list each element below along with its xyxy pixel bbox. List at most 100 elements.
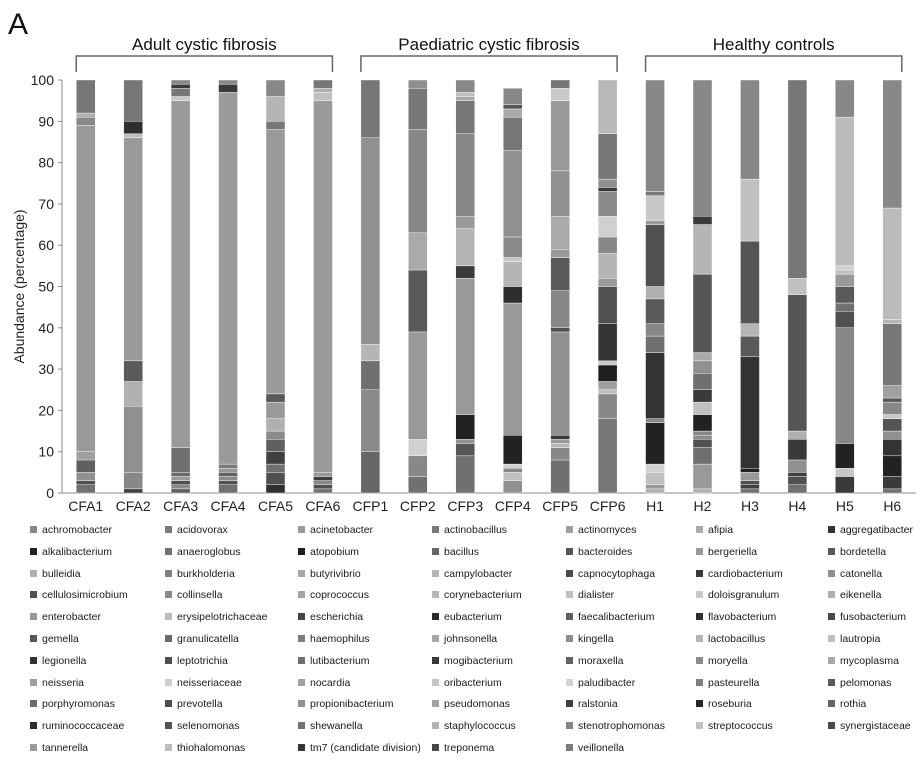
x-tick-label: CFA5 [258, 498, 293, 514]
bar-segment [408, 331, 428, 440]
bar-segment [76, 472, 96, 481]
legend-item: mycoplasma [828, 655, 899, 667]
legend-label: nocardia [310, 676, 351, 689]
legend-item: aggregatibacter [828, 524, 913, 536]
legend-label: mycoplasma [840, 654, 899, 667]
legend-swatch [828, 569, 835, 577]
legend-swatch [165, 722, 172, 730]
bar-segment [170, 96, 191, 101]
legend-item: pseudomonas [432, 698, 510, 710]
bar-segment [740, 178, 760, 242]
legend-label: tannerella [42, 742, 89, 754]
bar-segment [740, 480, 760, 485]
bar-segment [313, 79, 333, 89]
x-tick-label: H1 [646, 498, 664, 514]
legend-label: burkholderia [177, 567, 235, 580]
legend-item: treponema [432, 742, 494, 754]
bar-segment [218, 476, 238, 481]
bar-segment [597, 381, 618, 390]
legend-label: cardiobacterium [708, 567, 783, 580]
bar-segment [503, 286, 523, 304]
bar-segment [597, 79, 618, 134]
bar-segment [882, 488, 902, 494]
legend-item: cardiobacterium [696, 568, 783, 580]
bar-segment [597, 253, 618, 279]
bar-segment [550, 257, 570, 291]
bar-segment [645, 298, 665, 324]
legend-swatch [30, 526, 37, 533]
legend-label: synergistaceae [840, 720, 911, 733]
bar-segment [740, 468, 760, 473]
legend-swatch [696, 700, 703, 708]
legend-label: mogibacterium [444, 654, 513, 667]
bar-segment [597, 187, 618, 192]
bar-segment [265, 96, 286, 122]
legend-item: campylobacter [432, 568, 512, 580]
bar-segment [503, 434, 523, 465]
legend-label: shewanella [310, 720, 363, 733]
legend-label: capnocytophaga [578, 567, 656, 580]
legend-swatch [432, 678, 439, 686]
legend-swatch [566, 526, 573, 533]
legend-item: cellulosimicrobium [30, 589, 128, 601]
bar-segment [882, 397, 902, 403]
bar-segment [692, 216, 713, 225]
x-tick-label: CFA3 [163, 498, 198, 514]
legend-swatch [165, 635, 172, 642]
x-tick-label: H5 [836, 498, 854, 514]
legend-label: afipia [708, 524, 734, 536]
bar-segment [550, 447, 570, 461]
legend-label: acinetobacter [310, 524, 374, 536]
bar-segment [265, 393, 286, 403]
group-label: Paediatric cystic fibrosis [398, 35, 579, 54]
legend-item: shewanella [298, 720, 363, 732]
legend-item: enterobacter [30, 611, 101, 623]
bar-segment [550, 459, 570, 494]
bar-segment [787, 278, 808, 295]
bar-segment [455, 228, 475, 267]
legend-swatch [298, 635, 305, 642]
bar-segment [882, 319, 902, 324]
bar-segment [740, 240, 760, 324]
legend-label: johnsonella [444, 633, 498, 645]
legend-swatch [165, 591, 172, 599]
bar-segment [692, 352, 713, 362]
legend-swatch [696, 656, 703, 664]
bar-segment [265, 121, 286, 130]
legend-swatch [30, 613, 37, 621]
bar-segment [218, 480, 238, 485]
legend-label: bacteroides [578, 545, 633, 558]
bar-segment [645, 79, 665, 192]
legend-swatch [696, 591, 703, 599]
legend-item: nocardia [298, 677, 350, 689]
y-tick-label: 90 [38, 113, 54, 129]
x-tick-label: H3 [741, 498, 759, 514]
legend-label: doloisgranulum [708, 589, 780, 602]
bar-segment [692, 273, 713, 353]
bar-segment [360, 360, 381, 390]
y-tick-label: 0 [46, 485, 54, 501]
legend-swatch [432, 744, 439, 751]
y-tick-label: 80 [38, 155, 54, 171]
legend-item: erysipelotrichaceae [165, 611, 267, 623]
legend-label: stenotrophomonas [578, 720, 665, 733]
legend-item: bacteroides [566, 546, 632, 558]
bar-segment [503, 468, 523, 473]
bar-segment [645, 484, 665, 490]
bar-segment [170, 88, 191, 97]
legend-swatch [432, 569, 439, 577]
legend-item: capnocytophaga [566, 568, 655, 580]
legend-label: gemella [42, 633, 79, 645]
bar-segment [787, 459, 808, 473]
bar-segment [787, 476, 808, 485]
bar-segment [645, 220, 665, 225]
legend-swatch [566, 613, 573, 621]
bar-segment [503, 116, 523, 151]
legend-swatch [165, 744, 172, 751]
legend-swatch [298, 591, 305, 599]
group-bracket [644, 55, 903, 72]
bar-segment [503, 302, 523, 436]
bar-segment [835, 311, 855, 328]
legend-item: atopobium [298, 546, 359, 558]
bar-segment [123, 472, 143, 490]
